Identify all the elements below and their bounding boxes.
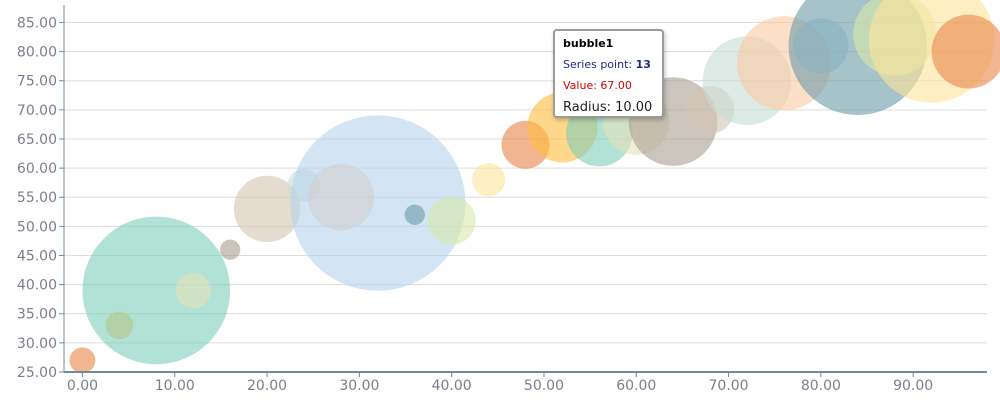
tooltip-series-value: 13 <box>635 58 651 71</box>
y-tick-label: 35.00 <box>17 307 57 323</box>
y-tick-label: 25.00 <box>17 365 57 381</box>
x-tick-label: 60.00 <box>616 378 656 394</box>
x-tick-label: 0.00 <box>67 378 98 394</box>
tooltip-title: bubble1 <box>563 37 614 50</box>
bubble-series <box>69 0 1000 374</box>
bubble-point[interactable] <box>219 239 241 260</box>
bubble-point[interactable] <box>82 216 231 365</box>
tooltip-series-row: Series point: 13 <box>563 58 654 79</box>
tooltip-value: Value: 67.00 <box>563 79 632 92</box>
y-tick-label: 65.00 <box>17 132 57 148</box>
y-tick-label: 75.00 <box>17 74 57 90</box>
bubble-point[interactable] <box>233 175 301 243</box>
x-tick-label: 10.00 <box>155 378 195 394</box>
x-tick-label: 50.00 <box>524 378 564 394</box>
x-tick-label: 30.00 <box>339 378 379 394</box>
x-tick-label: 40.00 <box>432 378 472 394</box>
y-tick-label: 85.00 <box>17 15 57 31</box>
y-tick-label: 55.00 <box>17 190 57 206</box>
bubble-point[interactable] <box>404 204 425 225</box>
y-tick-label: 50.00 <box>17 219 57 235</box>
tooltip-series-label: Series point: <box>563 58 636 71</box>
y-tick-label: 80.00 <box>17 45 57 61</box>
x-tick-label: 70.00 <box>709 378 749 394</box>
x-tick-label: 20.00 <box>247 378 287 394</box>
bubble-point[interactable] <box>175 272 211 308</box>
bubble-point[interactable] <box>427 196 476 245</box>
bubble-point[interactable] <box>69 347 96 374</box>
tick-labels: 25.00 30.00 35.00 40.00 45.00 50.00 55.00 60.00… <box>17 15 933 394</box>
bubble-point[interactable] <box>471 163 506 197</box>
y-tick-label: 70.00 <box>17 103 57 119</box>
y-tick-label: 45.00 <box>17 248 57 264</box>
bubble-point[interactable] <box>931 14 1000 89</box>
bubble-point[interactable] <box>290 115 466 291</box>
y-tick-label: 40.00 <box>17 278 57 294</box>
x-tick-label: 90.00 <box>893 378 933 394</box>
x-tick-label: 80.00 <box>801 378 841 394</box>
tooltip: bubble1 Series point: 13 Value: 67.00 Ra… <box>553 29 664 118</box>
y-tick-label: 30.00 <box>17 336 57 352</box>
tooltip-radius: Radius: 10.00 <box>563 100 653 115</box>
axes <box>59 5 987 377</box>
y-tick-label: 60.00 <box>17 161 57 177</box>
